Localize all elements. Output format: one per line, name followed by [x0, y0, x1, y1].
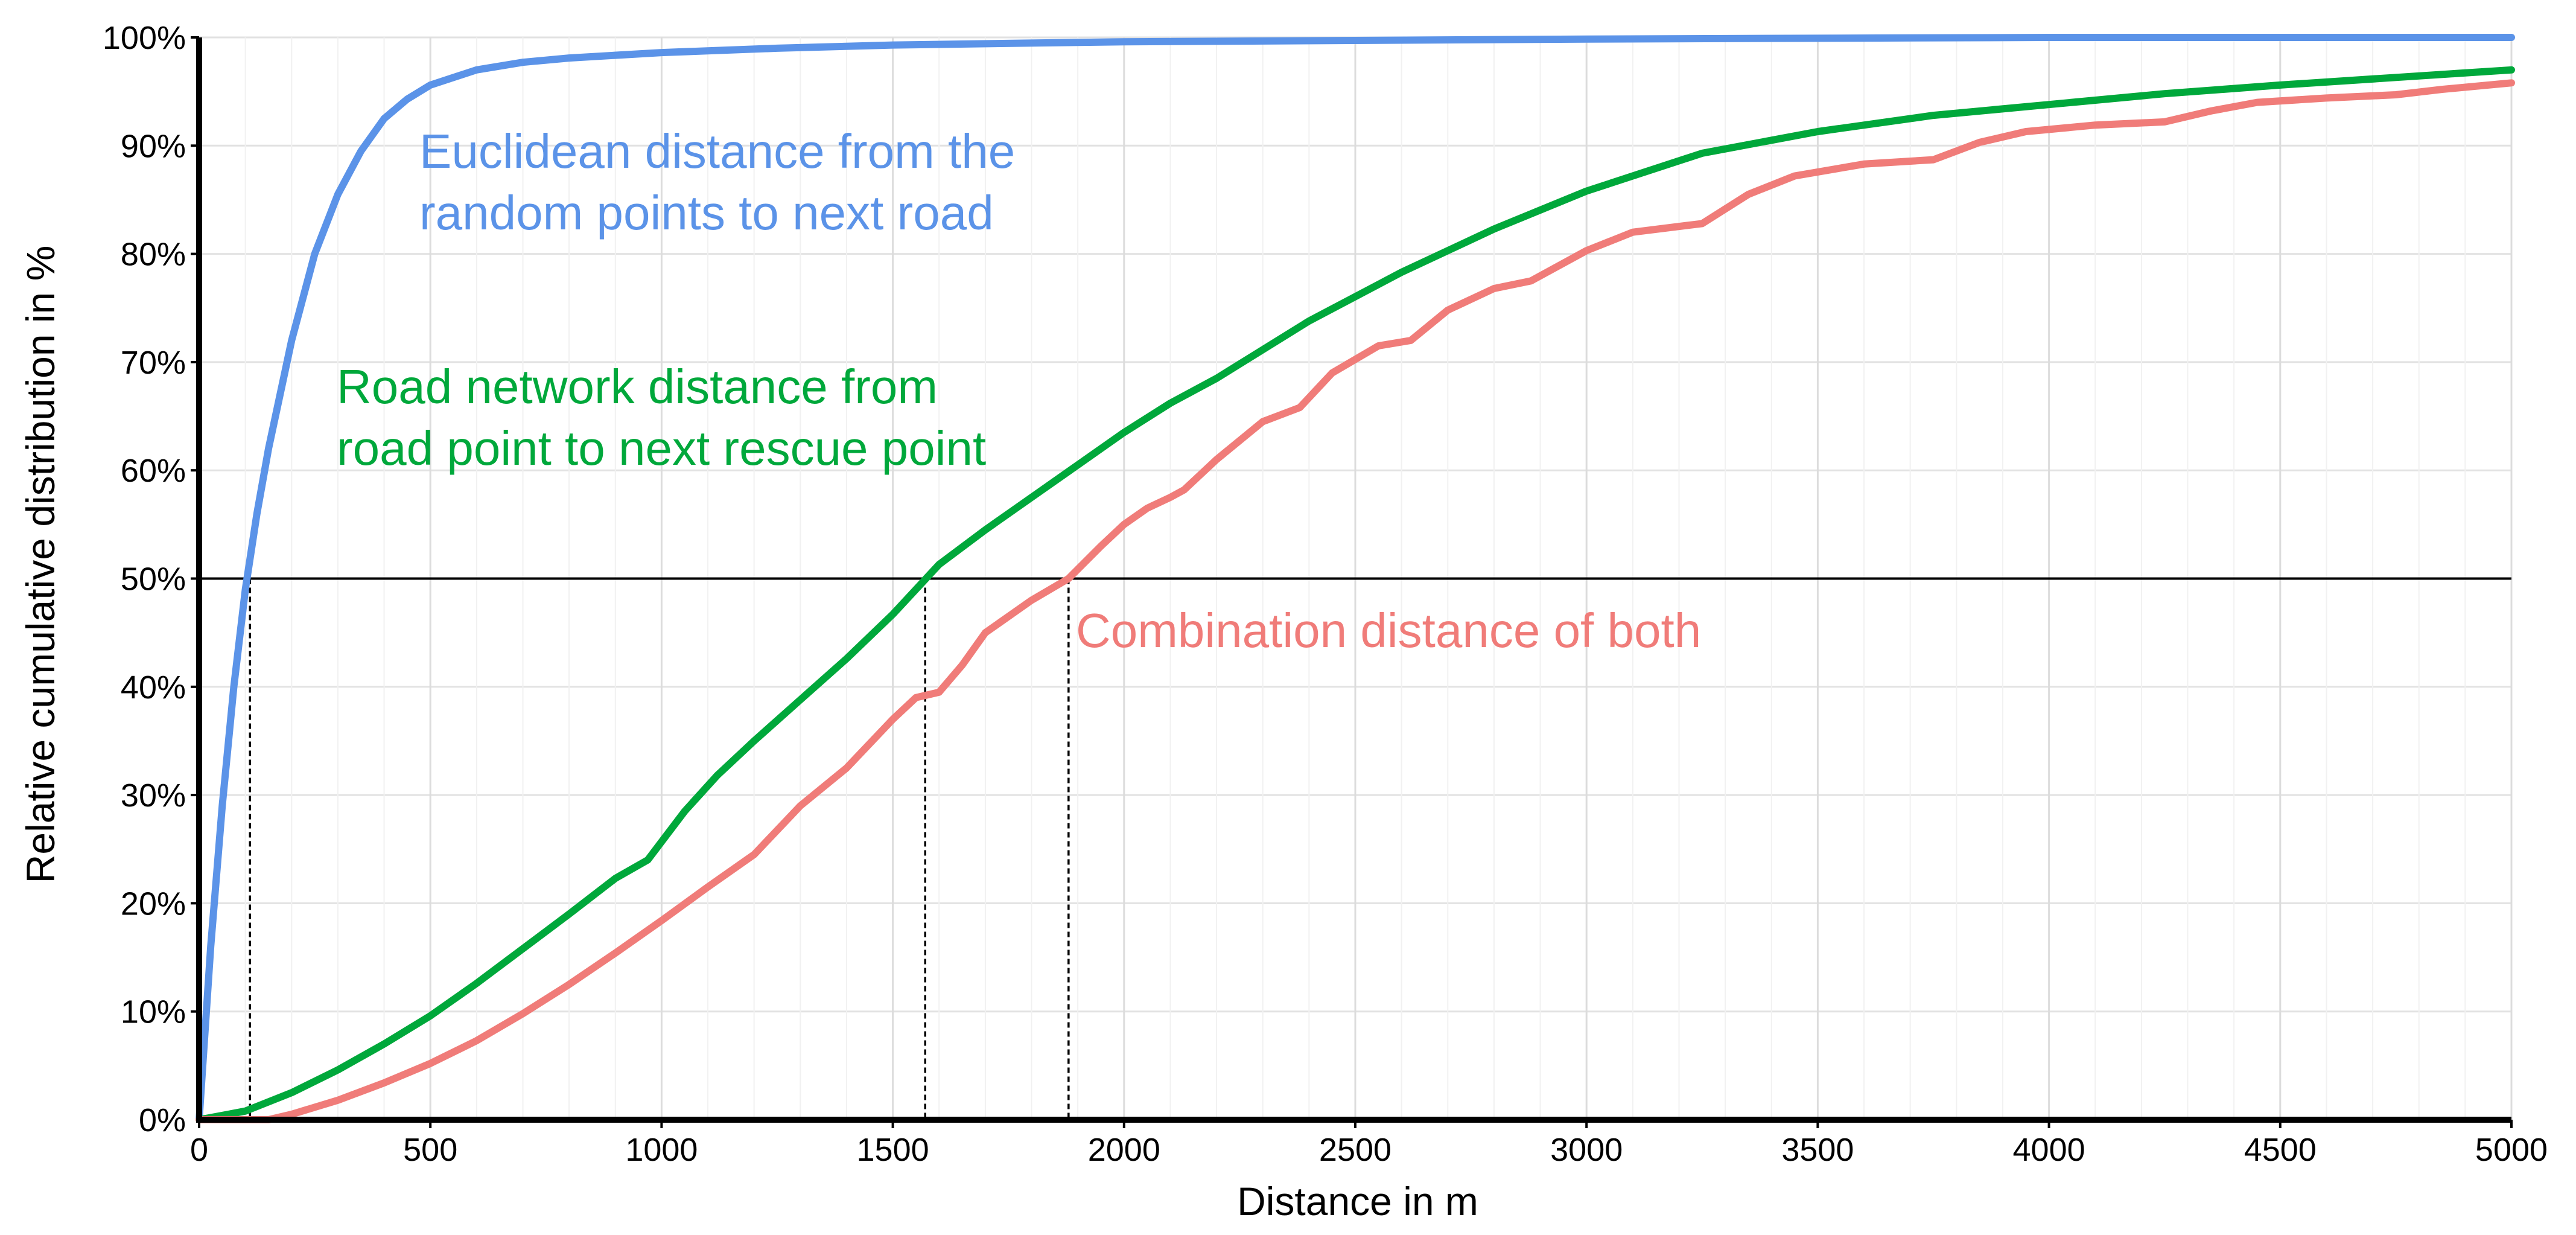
euclidean-distance-line: [196, 34, 2515, 1123]
combination-distance-line: [196, 79, 2515, 1123]
y-tick-label: 60%: [121, 453, 186, 489]
x-tick-label: 1500: [857, 1132, 929, 1168]
y-tick-label: 30%: [121, 777, 186, 814]
x-tick-label: 500: [403, 1132, 457, 1168]
y-tick-labels: 0% 10% 20% 30% 40% 50% 60% 70% 80% 90% 100%: [103, 20, 186, 1138]
y-tick-label: 20%: [121, 886, 186, 922]
road-network-annotation-line-2: road point to next rescue point: [337, 421, 986, 475]
road-network-annotation-line-1: Road network distance from: [337, 360, 938, 413]
combination-annotation: Combination distance of both: [1076, 604, 1701, 657]
y-axis-title: Relative cumulative distribution in %: [18, 246, 63, 883]
y-tick-label: 70%: [121, 345, 186, 381]
x-tick-label: 4000: [2013, 1132, 2085, 1168]
series-lines: [196, 34, 2515, 1123]
y-tick-label: 10%: [121, 994, 186, 1030]
euclidean-annotation-line-1: Euclidean distance from the: [419, 124, 1015, 178]
x-tick-label: 4500: [2244, 1132, 2317, 1168]
x-tick-label: 0: [190, 1132, 208, 1168]
x-tick-label: 5000: [2475, 1132, 2548, 1168]
road-network-distance-line: [196, 66, 2515, 1123]
x-tick-label: 2000: [1088, 1132, 1160, 1168]
axes: [191, 36, 2513, 1128]
x-tick-labels: 0 500 1000 1500 2000 2500 3000 3500 4000 4500 5000: [190, 1132, 2548, 1168]
x-tick-label: 3000: [1550, 1132, 1623, 1168]
y-tick-label: 80%: [121, 237, 186, 273]
x-tick-label: 1000: [625, 1132, 698, 1168]
x-axis-title: Distance in m: [1237, 1179, 1478, 1224]
y-tick-label: 0%: [139, 1102, 186, 1138]
y-tick-label: 40%: [121, 669, 186, 706]
y-tick-label: 50%: [121, 561, 186, 598]
y-tick-label: 90%: [121, 128, 186, 164]
x-tick-label: 3500: [1781, 1132, 1854, 1168]
y-tick-label: 100%: [103, 20, 186, 56]
reference-lines: [199, 577, 2511, 1120]
x-tick-label: 2500: [1319, 1132, 1391, 1168]
euclidean-annotation-line-2: random points to next road: [419, 186, 994, 240]
